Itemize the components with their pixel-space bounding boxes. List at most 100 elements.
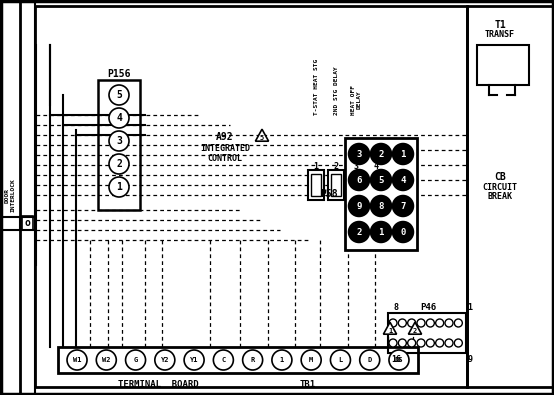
Circle shape xyxy=(349,222,369,242)
Text: 6: 6 xyxy=(356,175,362,184)
Text: CONTROL: CONTROL xyxy=(208,154,243,162)
Text: 1: 1 xyxy=(280,357,284,363)
Bar xyxy=(308,170,324,200)
Text: 8: 8 xyxy=(378,201,384,211)
Circle shape xyxy=(398,319,406,327)
Text: 1: 1 xyxy=(116,182,122,192)
Circle shape xyxy=(454,339,463,347)
Text: TRANSF: TRANSF xyxy=(485,30,515,38)
Text: T1: T1 xyxy=(494,20,506,30)
Bar xyxy=(35,6,467,387)
Circle shape xyxy=(109,177,129,197)
Bar xyxy=(368,170,384,200)
Bar xyxy=(348,170,364,200)
Text: L: L xyxy=(338,357,342,363)
Text: W1: W1 xyxy=(73,357,81,363)
Circle shape xyxy=(435,339,444,347)
Text: Y1: Y1 xyxy=(190,357,198,363)
Circle shape xyxy=(360,350,379,370)
Circle shape xyxy=(349,170,369,190)
Text: 1: 1 xyxy=(401,149,406,158)
Text: o: o xyxy=(24,218,30,228)
Text: 2ND STG DELAY: 2ND STG DELAY xyxy=(334,66,338,115)
Circle shape xyxy=(445,339,453,347)
Circle shape xyxy=(408,319,416,327)
Text: 3: 3 xyxy=(353,162,358,171)
Text: HEAT OFF
DELAY: HEAT OFF DELAY xyxy=(351,85,361,115)
Text: 2: 2 xyxy=(378,149,384,158)
Text: 5: 5 xyxy=(116,90,122,100)
Bar xyxy=(311,174,321,196)
Circle shape xyxy=(393,222,413,242)
Circle shape xyxy=(427,339,434,347)
Text: P156: P156 xyxy=(107,69,131,79)
Text: 2: 2 xyxy=(334,162,338,171)
Bar xyxy=(371,174,381,196)
Text: 2: 2 xyxy=(116,159,122,169)
Bar xyxy=(328,170,344,200)
Text: T-STAT HEAT STG: T-STAT HEAT STG xyxy=(314,59,319,115)
Bar xyxy=(58,347,418,373)
Circle shape xyxy=(393,196,413,216)
Circle shape xyxy=(67,350,87,370)
Text: C: C xyxy=(221,357,225,363)
Text: M: M xyxy=(309,357,314,363)
Circle shape xyxy=(393,170,413,190)
Text: A92: A92 xyxy=(216,132,234,142)
Circle shape xyxy=(393,144,413,164)
Circle shape xyxy=(301,350,321,370)
Circle shape xyxy=(389,319,397,327)
Text: Y2: Y2 xyxy=(161,357,169,363)
Circle shape xyxy=(435,319,444,327)
Text: D: D xyxy=(368,357,372,363)
Text: 1: 1 xyxy=(468,303,473,312)
Text: 3: 3 xyxy=(116,136,122,146)
Text: W2: W2 xyxy=(102,357,111,363)
Circle shape xyxy=(408,339,416,347)
Circle shape xyxy=(371,170,391,190)
Text: TB1: TB1 xyxy=(300,380,316,389)
Bar xyxy=(467,6,553,387)
Circle shape xyxy=(184,350,204,370)
Circle shape xyxy=(389,339,397,347)
Bar xyxy=(388,313,466,353)
Circle shape xyxy=(427,319,434,327)
Circle shape xyxy=(371,144,391,164)
Circle shape xyxy=(445,319,453,327)
Text: 8: 8 xyxy=(393,303,398,312)
Bar xyxy=(347,159,405,169)
Text: P58: P58 xyxy=(320,189,338,199)
Bar xyxy=(331,174,341,196)
Bar xyxy=(477,45,529,85)
Circle shape xyxy=(272,350,292,370)
Polygon shape xyxy=(383,322,397,334)
Bar xyxy=(351,174,361,196)
Circle shape xyxy=(109,154,129,174)
Text: 4: 4 xyxy=(116,113,122,123)
Bar xyxy=(345,138,417,250)
Circle shape xyxy=(349,196,369,216)
Text: 2: 2 xyxy=(413,327,417,334)
Circle shape xyxy=(109,85,129,105)
Text: TERMINAL  BOARD: TERMINAL BOARD xyxy=(118,380,199,389)
Text: CB: CB xyxy=(494,172,506,182)
Circle shape xyxy=(349,144,369,164)
Circle shape xyxy=(243,350,263,370)
Text: 4: 4 xyxy=(401,175,406,184)
Circle shape xyxy=(371,222,391,242)
Circle shape xyxy=(213,350,233,370)
Bar xyxy=(22,216,33,230)
Text: 1: 1 xyxy=(314,162,319,171)
Text: DOOR
INTERLOCK: DOOR INTERLOCK xyxy=(4,178,16,212)
Circle shape xyxy=(417,339,425,347)
Text: 4: 4 xyxy=(373,162,378,171)
Text: 5: 5 xyxy=(378,175,384,184)
Bar xyxy=(98,80,140,210)
Circle shape xyxy=(454,319,463,327)
Circle shape xyxy=(126,350,146,370)
Circle shape xyxy=(96,350,116,370)
Text: 7: 7 xyxy=(401,201,406,211)
Circle shape xyxy=(389,350,409,370)
Text: DS: DS xyxy=(395,357,403,363)
Polygon shape xyxy=(408,322,422,334)
